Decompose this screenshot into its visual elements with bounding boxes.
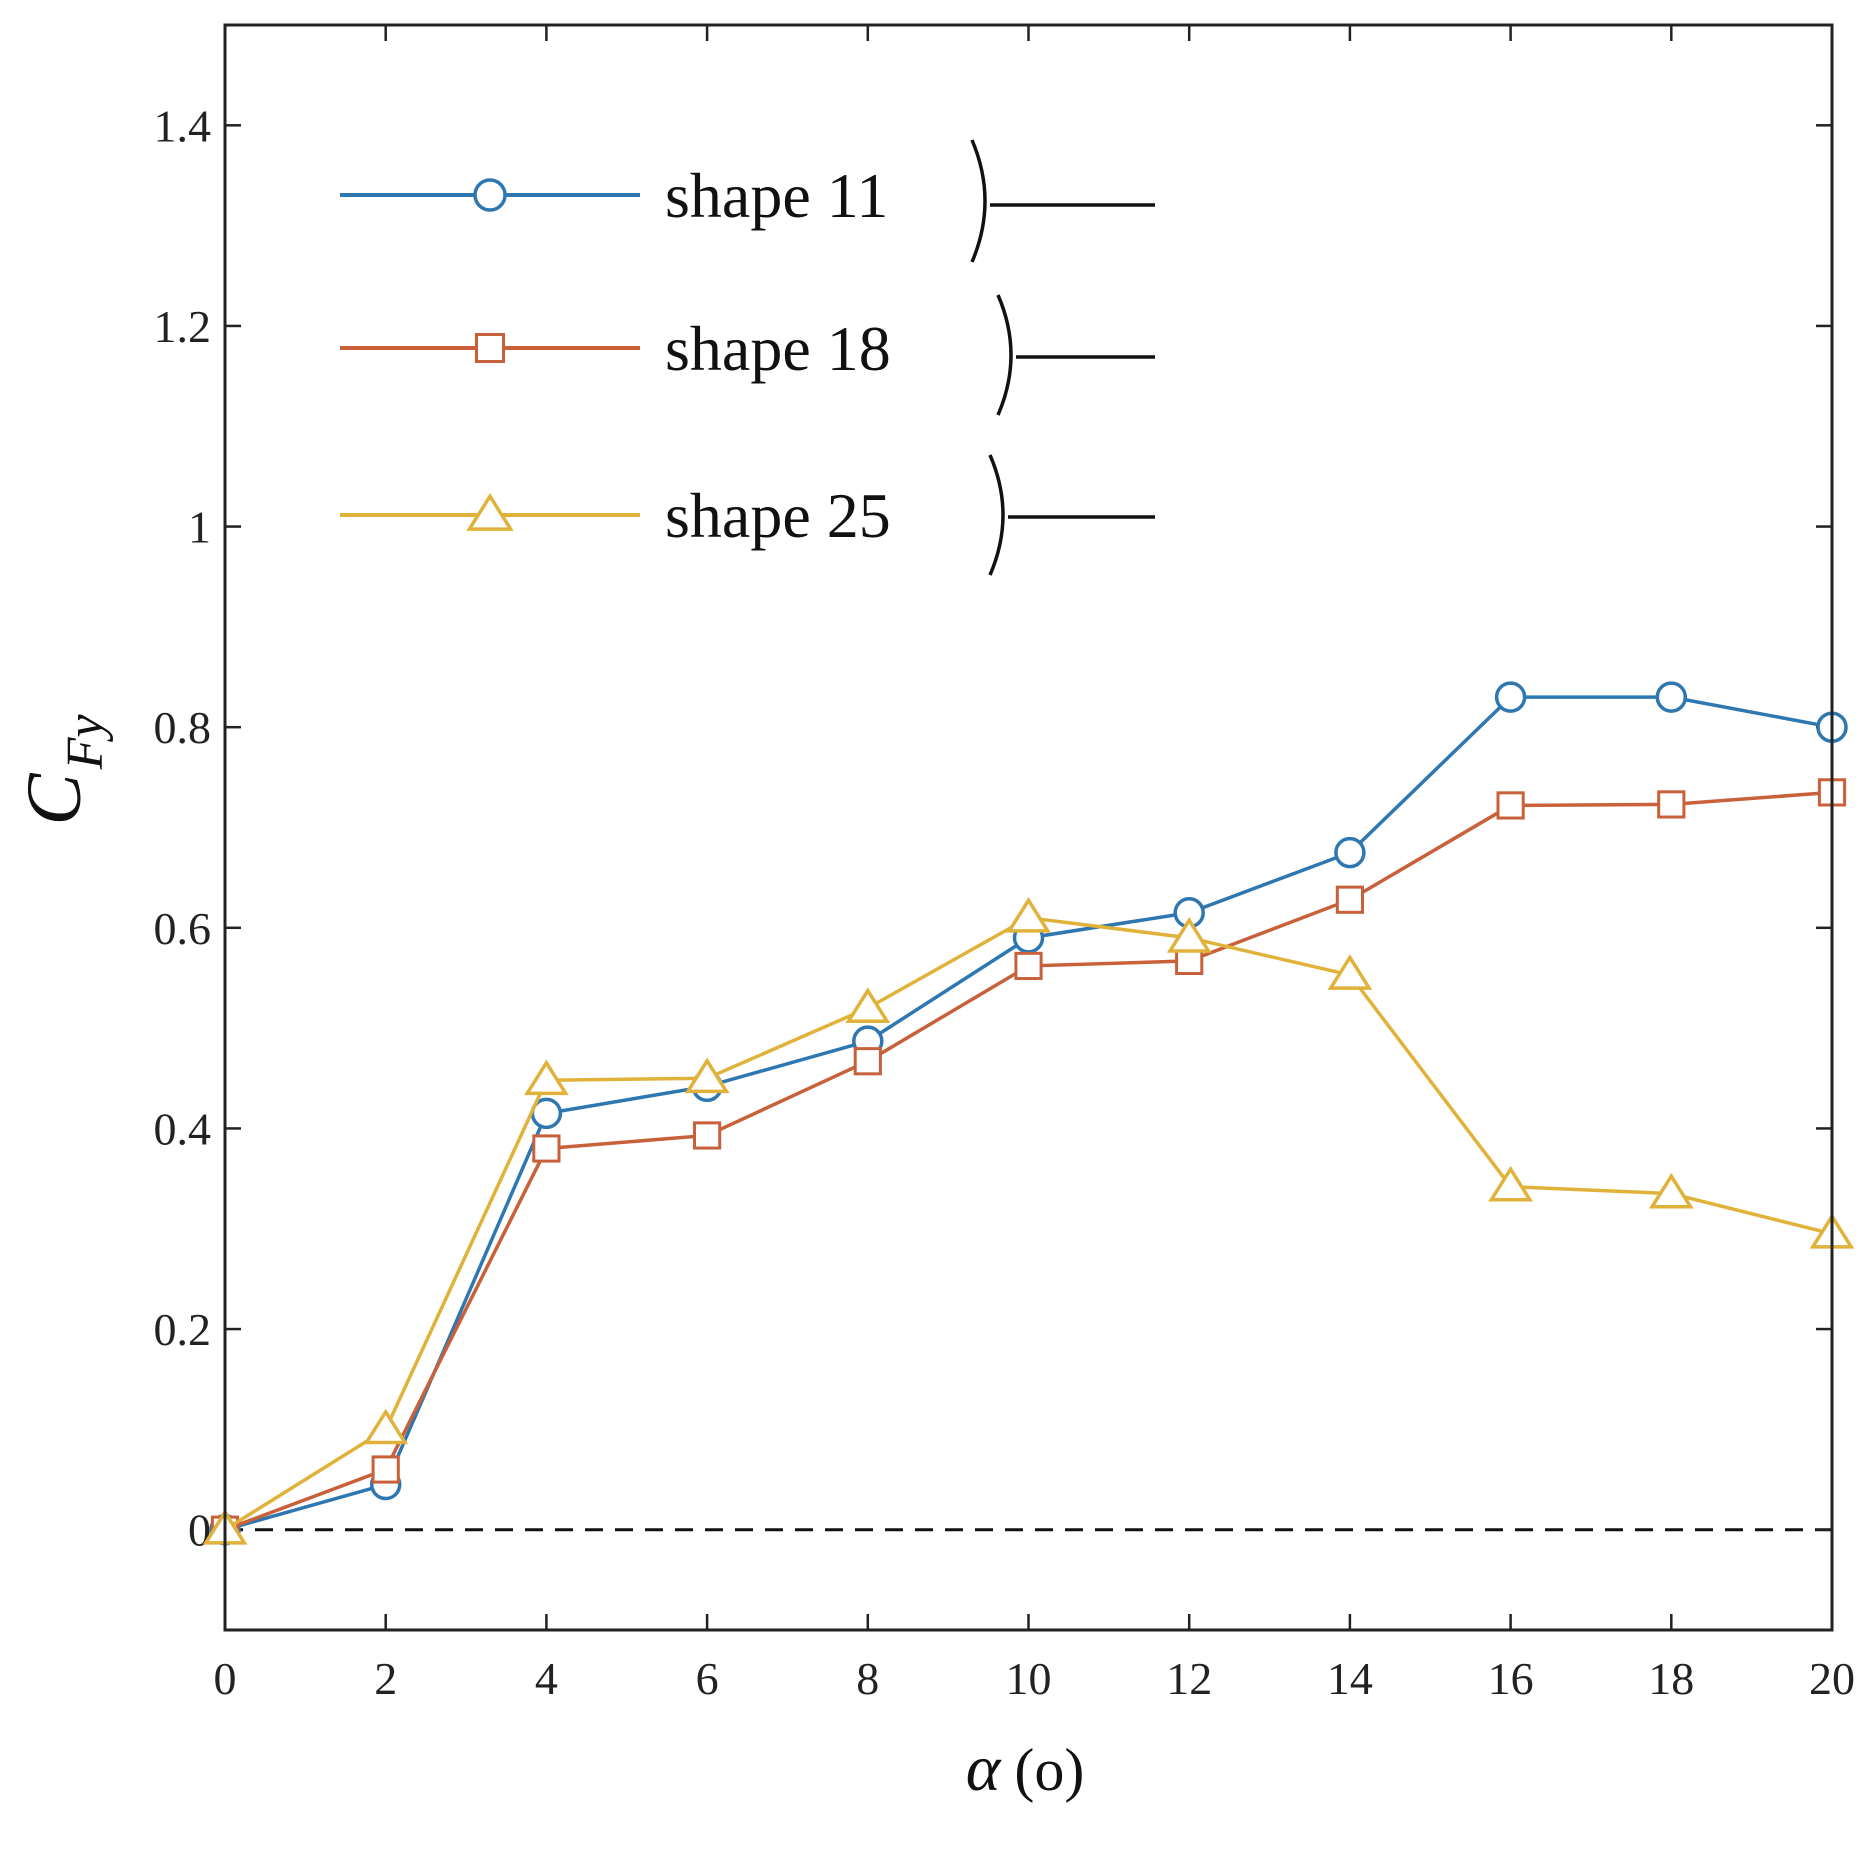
x-tick-label: 2 bbox=[374, 1653, 397, 1704]
data-point bbox=[371, 1455, 400, 1484]
data-point bbox=[1655, 681, 1688, 713]
legend-bracket bbox=[970, 139, 987, 263]
data-point bbox=[684, 1057, 730, 1094]
x-tick-label: 10 bbox=[1006, 1653, 1052, 1704]
y-axis-subscript: Fy bbox=[57, 714, 114, 771]
data-point bbox=[363, 1408, 409, 1445]
legend-label: shape 11 bbox=[665, 160, 888, 231]
x-tick-label: 12 bbox=[1166, 1653, 1212, 1704]
x-axis-title: α (o) bbox=[966, 1732, 1085, 1805]
y-tick-label: 0.8 bbox=[154, 702, 212, 753]
data-point bbox=[1335, 885, 1365, 914]
legend-bracket bbox=[988, 454, 1005, 576]
data-point bbox=[1014, 951, 1043, 981]
y-tick-label: 1.4 bbox=[154, 100, 212, 151]
data-point bbox=[1327, 954, 1373, 990]
data-point bbox=[1166, 917, 1212, 953]
data-point bbox=[845, 987, 891, 1023]
y-tick-label: 1.2 bbox=[154, 301, 212, 352]
x-tick-label: 18 bbox=[1648, 1653, 1694, 1704]
y-tick-label: 0.4 bbox=[154, 1103, 212, 1154]
legend-marker bbox=[466, 492, 514, 531]
x-tick-label: 16 bbox=[1488, 1653, 1534, 1704]
legend: shape 11 shape 18 shape 25 bbox=[340, 139, 1155, 576]
legend-marker bbox=[475, 333, 505, 363]
legend-item-shape-18: shape 18 bbox=[340, 313, 891, 384]
data-point bbox=[1496, 791, 1525, 820]
data-point bbox=[1334, 836, 1366, 869]
legend-label: shape 25 bbox=[665, 480, 891, 551]
x-tick-label: 8 bbox=[856, 1653, 879, 1704]
data-point bbox=[1648, 1172, 1694, 1209]
x-tick-label: 4 bbox=[535, 1653, 558, 1704]
data-point bbox=[853, 1047, 882, 1076]
ticks-layer: 0 2 4 6 8 10 12 14 16 18 20 0 0.2 0.4 0.6 0.8 1 1.2 1.4 bbox=[154, 25, 1855, 1704]
x-tick-label: 14 bbox=[1327, 1653, 1373, 1704]
y-tick-label: 0.2 bbox=[154, 1304, 212, 1355]
legend-item-shape-11: shape 11 bbox=[340, 160, 888, 231]
x-tick-label: 6 bbox=[696, 1653, 719, 1704]
data-point bbox=[1494, 681, 1527, 713]
data-point bbox=[1488, 1165, 1534, 1202]
x-tick-label: 0 bbox=[214, 1653, 237, 1704]
y-tick-label: 1 bbox=[188, 502, 211, 553]
x-tick-label: 20 bbox=[1809, 1653, 1855, 1704]
data-point bbox=[1006, 896, 1051, 933]
x-axis-symbol: α bbox=[966, 1732, 1002, 1805]
plot-frame bbox=[223, 23, 1834, 1632]
y-tick-label: 0 bbox=[188, 1505, 211, 1556]
data-point bbox=[1657, 790, 1686, 819]
y-axis-main: C bbox=[10, 772, 97, 825]
y-axis-title: C Fy bbox=[10, 714, 114, 826]
legend-label: shape 18 bbox=[665, 313, 891, 384]
data-point bbox=[693, 1121, 722, 1150]
y-tick-label: 0.6 bbox=[154, 903, 212, 954]
data-point bbox=[532, 1134, 561, 1163]
x-axis-unit: (o) bbox=[1014, 1737, 1084, 1803]
legend-marker bbox=[473, 178, 507, 212]
plot-background bbox=[225, 25, 1832, 1630]
data-point bbox=[523, 1059, 569, 1096]
legend-bracket bbox=[996, 294, 1013, 416]
legend-item-shape-25: shape 25 bbox=[340, 480, 891, 551]
